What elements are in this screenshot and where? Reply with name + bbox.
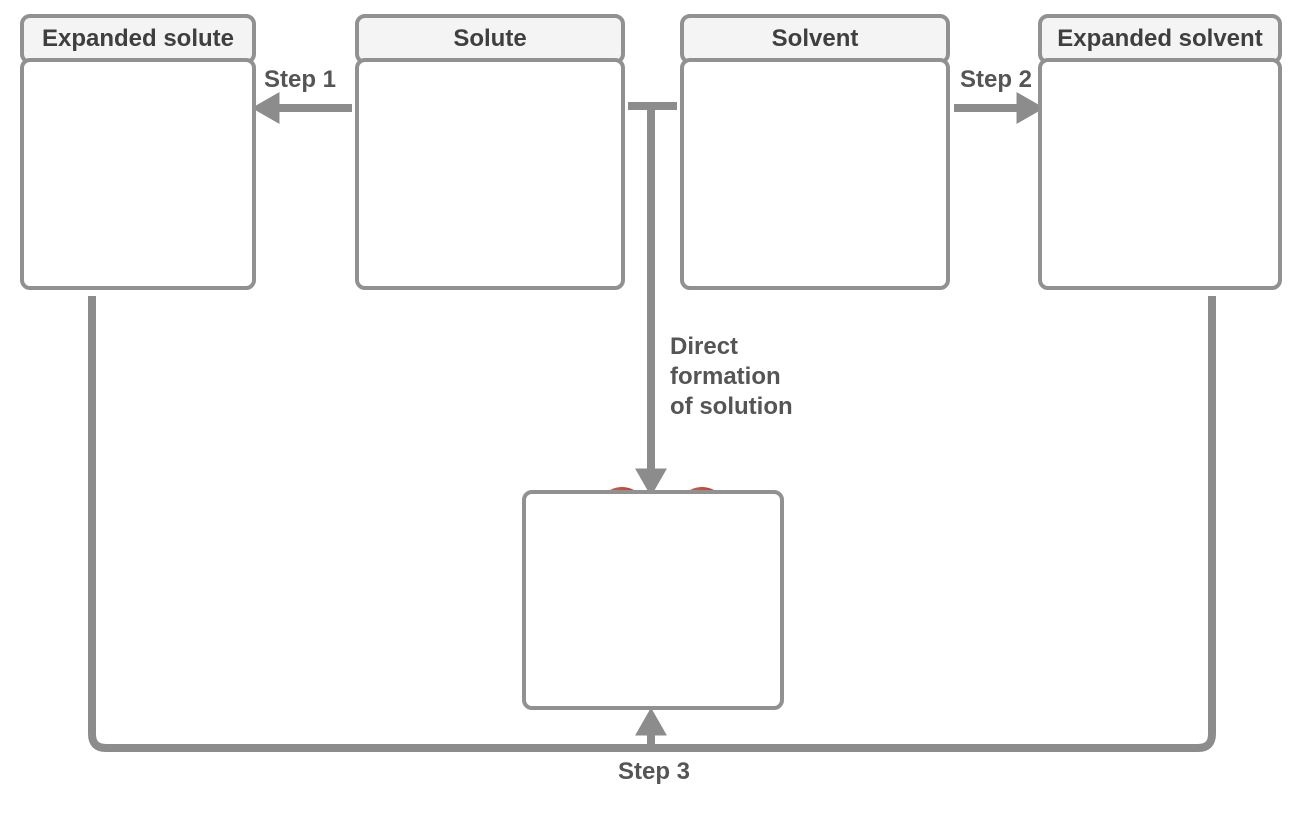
solvent-box bbox=[680, 58, 950, 290]
direct-label: Direct formation of solution bbox=[670, 332, 793, 422]
direct-line1: Direct bbox=[670, 332, 793, 362]
expanded-solute-title-text: Expanded solute bbox=[42, 25, 234, 53]
step1-label: Step 1 bbox=[264, 66, 336, 94]
expanded-solute-title: Expanded solute bbox=[20, 14, 256, 64]
expanded-solvent-title-text: Expanded solvent bbox=[1057, 25, 1262, 53]
solvent-title-text: Solvent bbox=[772, 25, 859, 53]
solute-title: Solute bbox=[355, 14, 625, 64]
solute-title-text: Solute bbox=[453, 25, 526, 53]
step2-label: Step 2 bbox=[960, 66, 1032, 94]
solution-box bbox=[522, 490, 784, 710]
step3-label: Step 3 bbox=[618, 758, 690, 786]
solvent-title: Solvent bbox=[680, 14, 950, 64]
expanded-solute-box bbox=[20, 58, 256, 290]
solute-box bbox=[355, 58, 625, 290]
direct-line3: of solution bbox=[670, 392, 793, 422]
direct-line2: formation bbox=[670, 362, 793, 392]
expanded-solvent-box bbox=[1038, 58, 1282, 290]
expanded-solvent-title: Expanded solvent bbox=[1038, 14, 1282, 64]
